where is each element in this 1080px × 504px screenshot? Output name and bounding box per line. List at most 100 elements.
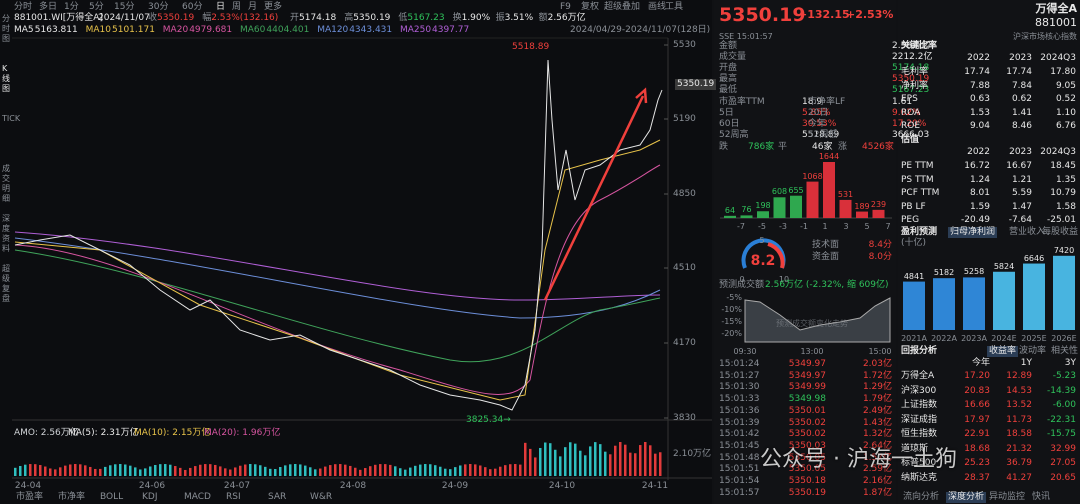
volume-bar bbox=[54, 469, 57, 476]
panel-tab[interactable]: 异动监控 bbox=[989, 492, 1026, 502]
volume-bar bbox=[504, 465, 507, 476]
side-tab[interactable]: K线图 bbox=[2, 64, 10, 93]
turnover-tick: -15% bbox=[721, 317, 742, 326]
tick-price: 5349.99 bbox=[788, 382, 826, 393]
price-line bbox=[14, 59, 663, 411]
indicator-tab[interactable]: MACD bbox=[184, 492, 211, 502]
column-header: 3Y bbox=[1064, 358, 1076, 368]
forecast-bar bbox=[963, 277, 985, 330]
volume-bar bbox=[194, 466, 197, 476]
info-value: 5174.18 bbox=[299, 13, 337, 23]
volume-bar bbox=[359, 469, 362, 476]
tool-button[interactable]: 画线 bbox=[648, 2, 667, 12]
turnover-label: 预测成交额 bbox=[719, 280, 765, 290]
indicator-tab[interactable]: 市净率 bbox=[58, 492, 86, 502]
volume-bar bbox=[129, 465, 132, 476]
time-tick: 13:00 bbox=[800, 347, 824, 356]
side-tab[interactable]: 分时图 bbox=[2, 14, 10, 43]
section-title: 盈利预测 bbox=[901, 227, 938, 237]
return-tab[interactable]: 收益率 bbox=[987, 346, 1019, 357]
side-tab[interactable]: 深度资料 bbox=[2, 214, 10, 253]
period-tab[interactable]: 15分 bbox=[114, 2, 135, 12]
tool-button[interactable]: F9 bbox=[560, 2, 571, 12]
volume-bar bbox=[154, 464, 157, 476]
stat-value r: 2212.2亿 bbox=[892, 52, 933, 62]
indicator-tab[interactable]: RSI bbox=[226, 492, 241, 502]
column-header: 2024Q3 bbox=[1040, 147, 1076, 157]
info-key: 开 bbox=[290, 13, 300, 23]
breadth-label: 1068 bbox=[802, 171, 823, 181]
tool-button[interactable]: 复权 bbox=[581, 2, 600, 12]
forecast-tab[interactable]: 每股收益 bbox=[1042, 227, 1079, 237]
info-value: 5350.19 bbox=[353, 13, 391, 23]
cell: -7.64 bbox=[1008, 215, 1032, 225]
volume-bar bbox=[244, 464, 247, 476]
period-tab[interactable]: 多日 bbox=[39, 2, 58, 12]
side-tab[interactable]: 超级复盘 bbox=[2, 264, 10, 303]
volume-bar bbox=[324, 466, 327, 476]
volume-bar bbox=[594, 442, 597, 476]
volume-bar bbox=[139, 469, 142, 476]
info-key: 高 bbox=[344, 13, 354, 23]
forecast-tab[interactable]: 营业收入 bbox=[1009, 227, 1046, 237]
indicator-tab[interactable]: BOLL bbox=[100, 492, 124, 502]
period-tab[interactable]: 月 bbox=[248, 2, 258, 12]
return-tab[interactable]: 相关性 bbox=[1051, 346, 1079, 356]
breadth-label: 608 bbox=[771, 187, 788, 197]
indicator-tab[interactable]: SAR bbox=[268, 492, 287, 502]
tool-button[interactable]: 超级叠加 bbox=[604, 2, 641, 12]
stat-value r: 1.61 bbox=[892, 97, 913, 107]
cell: 16.66 bbox=[964, 400, 990, 410]
cell: 27.05 bbox=[1050, 458, 1076, 468]
panel-tab[interactable]: 流向分析 bbox=[903, 492, 940, 502]
period-tab[interactable]: 5分 bbox=[89, 2, 104, 12]
period-tab[interactable]: 更多 bbox=[264, 2, 283, 12]
info-value: 5350.19 bbox=[157, 13, 195, 23]
cell: 1.59 bbox=[969, 201, 990, 212]
volume-bar bbox=[349, 465, 352, 476]
cell: 14.53 bbox=[1006, 385, 1032, 396]
info-key: 幅 bbox=[202, 13, 212, 23]
volume-bar bbox=[74, 464, 77, 476]
volume-bar bbox=[289, 464, 292, 476]
section-title: 回报分析 bbox=[901, 346, 938, 356]
period-tab[interactable]: 30分 bbox=[148, 2, 169, 12]
breadth-label: 531 bbox=[837, 189, 854, 199]
ma-key: MA10 bbox=[85, 25, 111, 35]
indicator-tab[interactable]: KDJ bbox=[142, 492, 158, 502]
breadth-value: 4526家 bbox=[862, 142, 894, 152]
bucket-tick: 7 bbox=[885, 222, 891, 231]
indicator-tab[interactable]: W&R bbox=[310, 492, 333, 502]
cell: 1.24 bbox=[969, 174, 990, 185]
tick-price: 5350.01 bbox=[788, 405, 826, 416]
forecast-label: 6646 bbox=[1023, 253, 1045, 263]
tick-price: 5350.18 bbox=[788, 476, 826, 486]
volume-bar bbox=[629, 452, 632, 476]
price-tick: 4510 bbox=[673, 263, 696, 273]
period-tab[interactable]: 1分 bbox=[64, 2, 79, 12]
volume-bar bbox=[419, 464, 422, 476]
cell: 18.68 bbox=[964, 443, 990, 454]
side-tab[interactable]: 成交明细 bbox=[2, 164, 10, 203]
panel-tab[interactable]: 快讯 bbox=[1032, 492, 1051, 502]
volume-bar bbox=[209, 464, 212, 476]
return-tab[interactable]: 波动率 bbox=[1019, 346, 1047, 356]
gauge-tick: 10 bbox=[778, 275, 790, 284]
period-tab[interactable]: 周 bbox=[232, 2, 242, 12]
row-label: 纳斯达克 bbox=[901, 472, 938, 483]
volume-bar bbox=[339, 464, 342, 476]
forecast-tab[interactable]: 归母净利润 bbox=[948, 227, 998, 238]
cell: 28.37 bbox=[964, 472, 990, 483]
price-tick: 3830 bbox=[673, 413, 696, 423]
cell: 0.63 bbox=[969, 94, 990, 104]
side-tab[interactable]: TICK bbox=[2, 114, 20, 124]
period-tab[interactable]: 日 bbox=[216, 2, 226, 12]
panel-tab[interactable]: 深度分析 bbox=[946, 492, 987, 503]
period-tab[interactable]: 60分 bbox=[182, 2, 203, 12]
period-tab[interactable]: 分时 bbox=[14, 2, 33, 12]
ma-line bbox=[14, 164, 661, 395]
stat-key: 最低 bbox=[719, 85, 738, 95]
indicator-tab[interactable]: 市盈率 bbox=[16, 492, 44, 502]
tool-button[interactable]: 工具 bbox=[665, 2, 684, 12]
tick-volume: 2.03亿 bbox=[862, 359, 892, 369]
